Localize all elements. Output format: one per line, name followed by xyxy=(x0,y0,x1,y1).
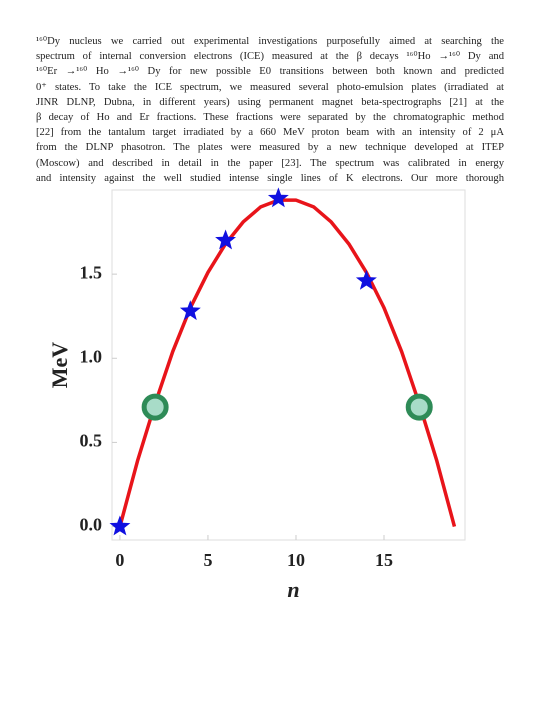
x-tick-label: 10 xyxy=(287,550,305,570)
star-point xyxy=(179,300,201,321)
y-tick-label: 0.5 xyxy=(80,431,103,451)
x-tick-label: 15 xyxy=(375,550,393,570)
x-axis-label: n xyxy=(287,577,299,602)
star-point xyxy=(355,269,377,290)
text-line: ¹⁶⁰Er →¹⁶⁰ Ho →¹⁶⁰ Dy for new possible E… xyxy=(36,66,504,78)
text-line: [22] from the tantalum target irradiated… xyxy=(36,127,504,139)
text-line: spectrum of internal conversion electron… xyxy=(36,51,504,63)
text-line: β decay of Ho and Er fractions. These fr… xyxy=(36,112,504,124)
text-line: JINR DLNP, Dubna, in different years) us… xyxy=(36,96,504,108)
y-tick-label: 0.0 xyxy=(80,515,103,535)
circle-point xyxy=(405,393,433,421)
text-line: from the DLNP phasotron. The plates were… xyxy=(36,142,504,154)
text-line: 0⁺ states. To take the ICE spectrum, we … xyxy=(36,81,504,93)
y-tick-label: 1.0 xyxy=(80,346,103,366)
star-point xyxy=(215,229,236,250)
text-line: and intensity against the well studied i… xyxy=(36,172,504,184)
y-axis-label: MeV xyxy=(47,342,72,389)
x-tick-label: 5 xyxy=(203,550,212,570)
circle-point xyxy=(141,393,169,421)
text-line: ¹⁶⁰Dy nucleus we carried out experimenta… xyxy=(36,36,504,47)
fit-curve xyxy=(118,198,457,527)
paragraph: ¹⁶⁰Dy nucleus we carried out experimenta… xyxy=(36,34,504,186)
text-line: (Moscow) and described in detail in the … xyxy=(36,157,504,169)
star-point xyxy=(267,187,289,208)
plot-frame xyxy=(111,189,466,541)
star-point xyxy=(109,515,131,536)
x-tick-label: 0 xyxy=(115,550,124,570)
y-tick-label: 1.5 xyxy=(80,262,103,282)
